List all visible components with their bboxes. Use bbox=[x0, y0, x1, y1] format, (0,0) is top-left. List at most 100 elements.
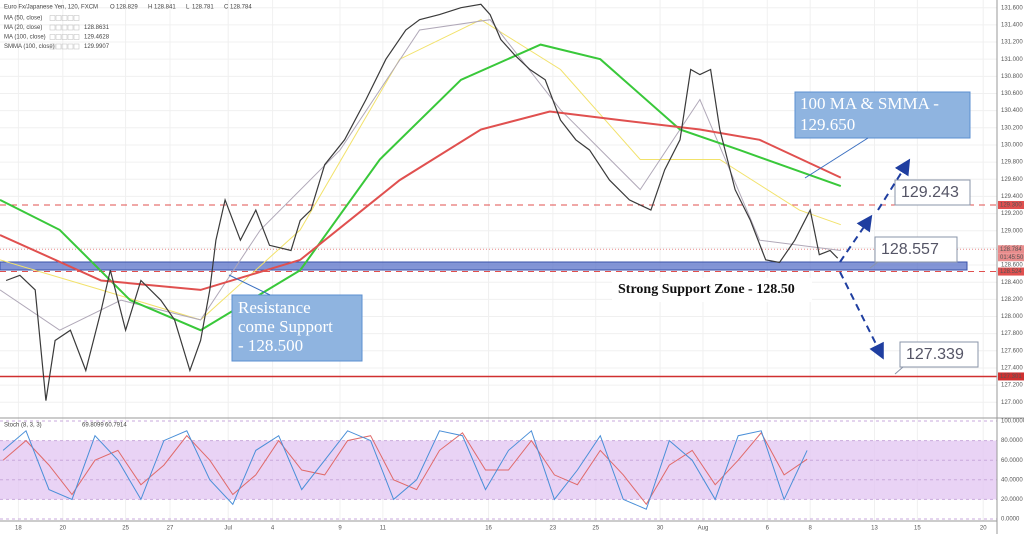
x-tick-label: 30 bbox=[657, 526, 664, 532]
annotation-text: 100 MA & SMMA - bbox=[800, 94, 939, 113]
stoch-tick-label: 100.0000 bbox=[1001, 419, 1024, 425]
y-tick-label: 130.000 bbox=[1001, 143, 1023, 149]
countdown-tag bbox=[998, 253, 1024, 262]
ohlc-name: C bbox=[224, 5, 229, 11]
plot-layer bbox=[0, 3, 997, 510]
price-level-tag bbox=[998, 267, 1024, 276]
annotation-text: Resistance bbox=[238, 298, 311, 317]
x-tick-label: 15 bbox=[914, 526, 921, 532]
ma-line bbox=[0, 110, 842, 291]
projection-arrows bbox=[839, 158, 911, 360]
x-tick-label: 20 bbox=[980, 526, 987, 532]
countdown: 01:45:50 bbox=[1000, 255, 1024, 261]
support-zone-label: Strong Support Zone - 128.50 bbox=[618, 282, 795, 297]
stoch-d-line bbox=[2, 431, 808, 506]
y-tick-label: 127.800 bbox=[1001, 331, 1023, 337]
legend-control bbox=[49, 24, 56, 31]
callout-box bbox=[899, 341, 979, 368]
callout-box bbox=[894, 179, 971, 206]
legend-value: 129.9907 bbox=[84, 44, 110, 50]
x-tick-label: 8 bbox=[808, 526, 812, 532]
callout-text: 129.243 bbox=[901, 184, 959, 201]
y-tick-label: 130.600 bbox=[1001, 91, 1023, 97]
legend-control bbox=[49, 34, 56, 40]
legend-control bbox=[61, 15, 68, 21]
y-tick-label: 129.400 bbox=[1001, 194, 1023, 200]
y-tick-label: 131.200 bbox=[1001, 40, 1023, 46]
y-tick-label: 127.600 bbox=[1001, 348, 1023, 354]
price-line bbox=[5, 3, 839, 401]
x-tick-label: 25 bbox=[122, 526, 129, 532]
stoch-d: 60.7914 bbox=[105, 423, 127, 429]
legend-label: SMMA (100, close) bbox=[4, 44, 55, 50]
arrow bbox=[839, 271, 884, 360]
legend-control bbox=[67, 24, 74, 31]
y-tick-label: 131.600 bbox=[1001, 5, 1023, 11]
price-level-tag bbox=[998, 245, 1024, 254]
legend-control bbox=[67, 15, 74, 21]
y-tick-label: 129.800 bbox=[1001, 160, 1023, 166]
legend-value: 128.8631 bbox=[84, 25, 110, 31]
callout-box bbox=[874, 236, 958, 263]
stoch-k-line bbox=[2, 429, 808, 510]
price-level-label: 128.524 bbox=[1000, 269, 1022, 275]
x-tick-label: 18 bbox=[15, 526, 22, 532]
x-tick-label: 9 bbox=[338, 526, 342, 532]
legend-label: MA (20, close) bbox=[4, 25, 42, 31]
callout-text: 128.557 bbox=[881, 241, 939, 258]
arrow bbox=[877, 158, 911, 211]
legend-control bbox=[67, 34, 74, 40]
ma-line bbox=[0, 19, 841, 331]
legend-control bbox=[55, 15, 62, 21]
stoch-k: 69.8099 bbox=[82, 423, 104, 429]
ma-line bbox=[0, 43, 842, 332]
y-tick-label: 128.000 bbox=[1001, 314, 1023, 320]
legend-label: MA (50, close) bbox=[4, 16, 42, 22]
legend-control bbox=[49, 43, 56, 50]
callout-text: 127.339 bbox=[906, 346, 964, 363]
legend-control bbox=[73, 24, 80, 31]
ohlc-value: 128.829 bbox=[116, 5, 138, 11]
x-tick-label: 27 bbox=[167, 526, 174, 532]
legend-control bbox=[55, 34, 62, 40]
legend-control bbox=[55, 24, 62, 31]
annotation-pointer bbox=[804, 137, 869, 179]
legend-control bbox=[73, 15, 80, 21]
annotation-bg bbox=[612, 278, 812, 302]
stoch-tick-label: 80.0000 bbox=[1001, 438, 1023, 444]
annotation-resistance: Resistance come Support - 128.500 bbox=[228, 274, 363, 362]
annotation-pointer bbox=[228, 274, 271, 296]
annotation-text: - 128.500 bbox=[238, 336, 303, 355]
legend-control bbox=[49, 15, 56, 21]
y-tick-label: 130.800 bbox=[1001, 74, 1023, 80]
y-tick-label: 127.200 bbox=[1001, 383, 1023, 389]
callout-pointer bbox=[894, 366, 904, 375]
price-level-label: 128.784 bbox=[1000, 247, 1022, 253]
x-tick-label: 11 bbox=[380, 526, 387, 532]
y-tick-label: 130.400 bbox=[1001, 108, 1023, 114]
legend-control bbox=[61, 43, 68, 50]
y-tick-label: 129.200 bbox=[1001, 211, 1023, 217]
stoch-tick-label: 20.0000 bbox=[1001, 497, 1023, 503]
y-tick-label: 131.400 bbox=[1001, 22, 1023, 28]
legend-control bbox=[55, 43, 62, 50]
stoch-tick-label: 40.0000 bbox=[1001, 477, 1023, 483]
y-tick-label: 128.200 bbox=[1001, 297, 1023, 303]
price-level-tag bbox=[998, 200, 1024, 209]
stoch-title: Stoch (8, 3, 3) bbox=[4, 423, 42, 429]
annotation-box bbox=[231, 294, 363, 362]
chart-title: Euro Fx/Japanese Yen, 120, FXCM bbox=[4, 5, 98, 11]
x-tick-label: 13 bbox=[871, 526, 878, 532]
ohlc-value: 128.784 bbox=[230, 5, 252, 11]
stoch-tick-label: 60.0000 bbox=[1001, 458, 1023, 464]
y-tick-label: 127.400 bbox=[1001, 366, 1023, 372]
price-level-label: 127.301 bbox=[1000, 374, 1022, 380]
x-tick-label: 16 bbox=[485, 526, 492, 532]
x-tick-label: 25 bbox=[592, 526, 599, 532]
callouts: 129.243 128.557 127.339 bbox=[869, 179, 979, 375]
ohlc-name: O bbox=[110, 5, 115, 11]
annotation-text: 129.650 bbox=[800, 115, 855, 134]
ohlc-name: L bbox=[186, 5, 190, 11]
